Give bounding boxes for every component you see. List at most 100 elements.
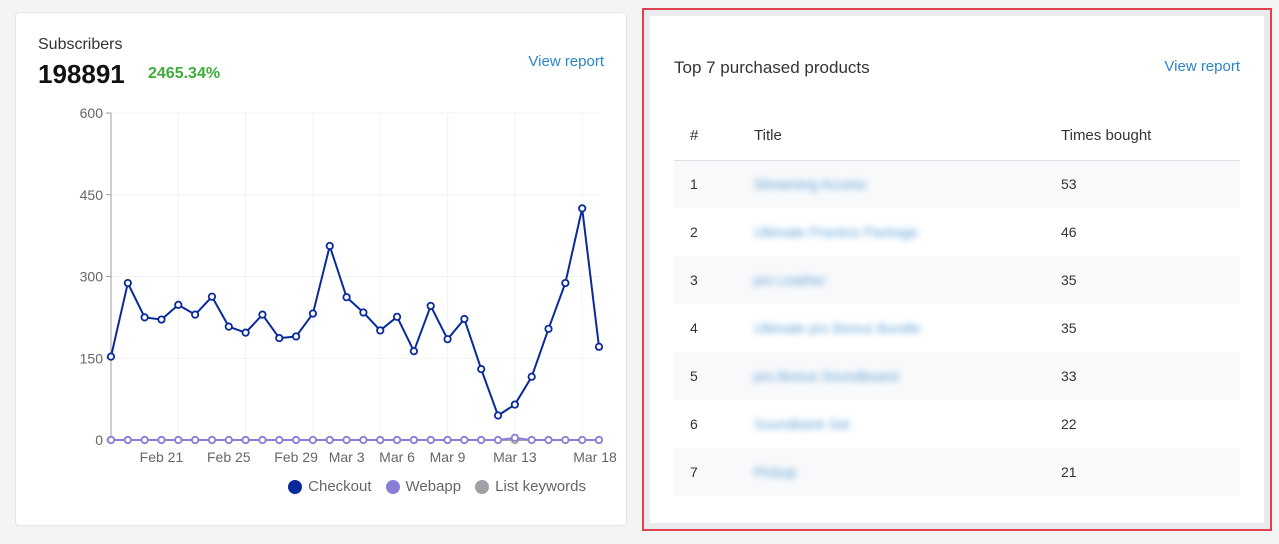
table-row: 4 Ultimate pro Bonus Bundle 35 bbox=[674, 304, 1240, 352]
y-tick-label: 300 bbox=[80, 269, 104, 285]
data-point-webapp bbox=[578, 435, 587, 445]
row-title-cell: Pickup bbox=[738, 448, 1045, 496]
x-tick-label: Mar 9 bbox=[430, 449, 466, 465]
row-times-bought: 21 bbox=[1045, 448, 1240, 496]
top-products-view-report-link[interactable]: View report bbox=[1164, 58, 1240, 75]
row-number: 1 bbox=[674, 160, 738, 208]
data-point-checkout bbox=[157, 315, 166, 324]
column-header-times-bought: Times bought bbox=[1045, 112, 1240, 161]
row-times-bought: 35 bbox=[1045, 256, 1240, 304]
legend-label-checkout: Checkout bbox=[308, 478, 372, 495]
data-point-checkout bbox=[359, 308, 368, 317]
legend-dot-checkout bbox=[288, 479, 303, 494]
product-title-link[interactable]: pro Bonus Soundboard bbox=[754, 368, 898, 384]
subscribers-count: 198891 bbox=[38, 59, 125, 89]
data-point-webapp bbox=[275, 435, 284, 445]
data-point-checkout bbox=[594, 342, 604, 351]
data-point-webapp bbox=[493, 435, 503, 445]
data-point-checkout bbox=[258, 310, 267, 319]
row-number: 2 bbox=[690, 224, 698, 240]
data-point-checkout bbox=[241, 328, 250, 337]
data-point-checkout bbox=[527, 372, 536, 381]
data-point-checkout bbox=[493, 411, 503, 420]
top-products-panel: Top 7 purchased products View report # T… bbox=[650, 16, 1264, 523]
data-point-webapp bbox=[157, 435, 166, 445]
data-point-checkout bbox=[174, 300, 183, 309]
row-times-bought: 46 bbox=[1061, 224, 1077, 240]
data-point-webapp bbox=[544, 435, 553, 445]
row-title-cell: Ultimate Practice Package bbox=[738, 208, 1045, 256]
data-point-checkout bbox=[544, 324, 553, 333]
data-point-webapp bbox=[241, 435, 250, 445]
product-title-link[interactable]: Streaming Access bbox=[754, 176, 867, 193]
product-title-link[interactable]: Soundbank Set bbox=[754, 416, 850, 432]
column-header-number: # bbox=[674, 112, 738, 161]
data-point-checkout bbox=[191, 310, 200, 319]
legend-label-webapp: Webapp bbox=[405, 478, 462, 495]
data-point-checkout bbox=[409, 347, 418, 356]
x-tick-label: Feb 21 bbox=[140, 449, 184, 465]
data-point-webapp bbox=[123, 435, 132, 445]
data-point-checkout bbox=[376, 326, 385, 335]
row-times-bought: 22 bbox=[1061, 416, 1077, 432]
series-line-webapp bbox=[111, 436, 599, 441]
row-times-bought: 33 bbox=[1045, 352, 1240, 400]
legend-dot-list-keywords bbox=[475, 479, 490, 494]
data-point-checkout bbox=[578, 204, 587, 213]
y-tick-label: 0 bbox=[95, 432, 103, 448]
data-point-webapp bbox=[308, 435, 318, 445]
top-products-table: # Title Times bought 1 Streaming Access … bbox=[674, 112, 1240, 496]
table-row: 5 pro Bonus Soundboard 33 bbox=[674, 352, 1240, 400]
legend-item-webapp[interactable]: Webapp bbox=[385, 478, 462, 495]
data-point-checkout bbox=[561, 278, 570, 288]
y-tick-label: 450 bbox=[80, 187, 104, 203]
row-number: 6 bbox=[690, 416, 698, 432]
row-number: 3 bbox=[674, 256, 738, 304]
data-point-checkout bbox=[308, 309, 318, 318]
table-header-row: # Title Times bought bbox=[674, 112, 1240, 161]
data-point-checkout bbox=[342, 293, 351, 302]
table-row: 7 Pickup 21 bbox=[674, 448, 1240, 496]
x-tick-label: Mar 3 bbox=[329, 449, 365, 465]
data-point-checkout bbox=[140, 313, 149, 322]
data-point-checkout bbox=[460, 314, 469, 324]
row-number: 7 bbox=[674, 448, 738, 496]
row-title-cell: Streaming Access bbox=[738, 160, 1045, 208]
data-point-webapp bbox=[224, 435, 233, 445]
y-tick-label: 150 bbox=[80, 350, 104, 366]
data-point-webapp bbox=[392, 435, 402, 445]
row-times-bought: 53 bbox=[1045, 160, 1240, 208]
product-title-link[interactable]: pro Leather bbox=[754, 272, 826, 288]
y-tick-label: 600 bbox=[80, 105, 104, 121]
data-point-webapp bbox=[292, 435, 301, 445]
chart-legend: Checkout Webapp List keywords bbox=[288, 478, 586, 495]
top-products-title: Top 7 purchased products bbox=[674, 58, 870, 77]
legend-item-list-keywords[interactable]: List keywords bbox=[475, 478, 586, 495]
subscribers-card: Subscribers 198891 2465.34% View report … bbox=[15, 12, 627, 526]
data-point-webapp bbox=[207, 435, 217, 445]
row-number: 5 bbox=[674, 352, 738, 400]
data-point-webapp bbox=[376, 435, 385, 445]
data-point-webapp bbox=[443, 435, 452, 445]
product-title-link[interactable]: Ultimate Practice Package bbox=[754, 224, 919, 240]
subscribers-growth: 2465.34% bbox=[148, 65, 221, 82]
data-point-checkout bbox=[325, 241, 334, 251]
product-title-link[interactable]: Ultimate pro Bonus Bundle bbox=[754, 320, 921, 336]
x-tick-label: Feb 29 bbox=[274, 449, 318, 465]
data-point-webapp bbox=[460, 435, 469, 445]
row-title-cell: Ultimate pro Bonus Bundle bbox=[738, 304, 1045, 352]
data-point-checkout bbox=[443, 335, 452, 344]
data-point-webapp bbox=[409, 435, 418, 445]
subscribers-view-report-link[interactable]: View report bbox=[528, 53, 604, 70]
data-point-checkout bbox=[510, 400, 519, 409]
subscribers-line-chart: 0 150 300 450 600 Feb 21 Feb 25 Feb 29 Mar 3 Mar … bbox=[80, 105, 617, 465]
table-row: 1 Streaming Access 53 bbox=[674, 160, 1240, 208]
product-title-link[interactable]: Pickup bbox=[754, 464, 797, 480]
x-tick-label: Mar 13 bbox=[493, 449, 537, 465]
legend-label-list-keywords: List keywords bbox=[495, 478, 586, 495]
data-point-webapp bbox=[174, 435, 183, 445]
data-point-webapp bbox=[527, 435, 536, 445]
data-point-checkout bbox=[207, 292, 217, 301]
legend-item-checkout[interactable]: Checkout bbox=[288, 478, 372, 495]
data-point-webapp bbox=[140, 435, 149, 445]
